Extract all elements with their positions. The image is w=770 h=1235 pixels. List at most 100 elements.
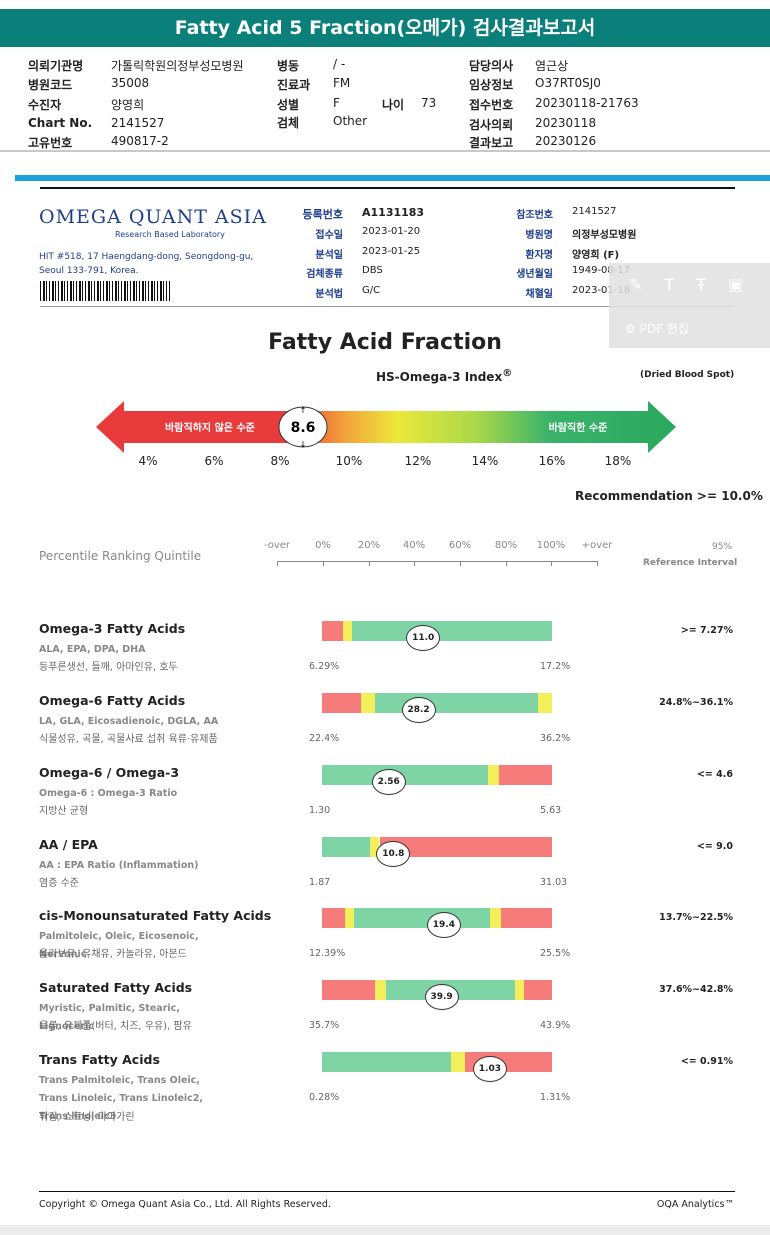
range-segment-red — [322, 908, 345, 928]
range-segment-red — [322, 621, 343, 641]
range-segment-red — [524, 980, 552, 1000]
percentile-axis-tick — [460, 561, 461, 566]
lab-field-value: 의정부성모병원 — [572, 230, 637, 241]
range-min: 22.4% — [309, 733, 340, 744]
lab-field-value: 양영희 (F) — [572, 250, 620, 261]
row-food-sources: 등푸른생선, 들깨, 아마인유, 호두 — [39, 662, 178, 673]
index-tick-label: 8% — [270, 454, 290, 468]
range-segment-green — [322, 765, 488, 785]
row-subtitle: Omega-6 : Omega-3 Ratio — [39, 788, 178, 799]
lab-field-value: 2023-01-18 — [572, 285, 631, 296]
index-marker — [278, 406, 328, 448]
range-max: 36.2% — [540, 733, 571, 744]
value-marker: 2.56 — [371, 769, 406, 795]
lab-field-label: 등록번호 — [302, 208, 343, 221]
text-icon[interactable]: T — [664, 275, 697, 294]
lab-field-value: 2023-01-20 — [362, 226, 421, 237]
row-subtitle: Trans Palmitoleic, Trans Oleic, Trans Li… — [39, 1075, 204, 1122]
row-name: Saturated Fatty Acids — [39, 980, 193, 995]
value-marker: 10.8 — [376, 841, 411, 867]
percentile-axis-tick — [414, 561, 415, 566]
reference-value: 13.7%~22.5% — [659, 912, 733, 923]
range-bar — [322, 837, 552, 857]
lab-field-value: 1949-08-17 — [572, 265, 631, 276]
lab-field-value: A1131183 — [362, 206, 425, 219]
text-strike-icon[interactable]: Ŧ — [696, 275, 728, 294]
age-value: 73 — [421, 96, 437, 110]
range-segment-yellow — [345, 908, 355, 928]
pdf-edit-toolbar[interactable]: ✎TŦ▣ ⚙ PDF 편집 — [609, 263, 770, 348]
range-segment-green — [354, 908, 490, 928]
range-segment-red — [501, 908, 552, 928]
row-subtitle: ALA, EPA, DPA, DHA — [39, 644, 146, 655]
percentile-axis-tick — [551, 561, 552, 566]
divider-thin — [40, 306, 735, 307]
range-segment-yellow — [489, 908, 502, 928]
divider — [0, 150, 770, 152]
request-value: 염근상 — [535, 59, 569, 73]
index-tick-label: 12% — [404, 454, 432, 468]
percentile-axis-tick — [369, 561, 370, 566]
row-food-sources: 올리브유, 유채유, 카놀라유, 아몬드 — [39, 949, 187, 960]
range-max: 31.03 — [540, 877, 568, 888]
range-max: 1.31% — [540, 1092, 571, 1103]
range-min: 6.29% — [309, 661, 340, 672]
index-tick-label: 10% — [335, 454, 363, 468]
value-marker: 28.2 — [401, 697, 436, 723]
value-marker: 11.0 — [406, 625, 441, 651]
reference-value: <= 4.6 — [696, 769, 733, 780]
range-min: 1.87 — [309, 877, 331, 888]
black-rule — [40, 187, 735, 189]
request-label: 병원코드 — [28, 78, 73, 92]
range-min: 1.30 — [309, 805, 331, 816]
lab-field-value: 2023-01-25 — [362, 246, 421, 257]
lab-field-label: 검체종류 — [306, 269, 343, 280]
row-name: Omega-6 / Omega-3 — [39, 765, 180, 780]
index-tick-label: 6% — [204, 454, 224, 468]
index-tick-label: 18% — [604, 454, 632, 468]
range-segment-green — [351, 621, 552, 641]
pdf-edit-button[interactable]: ⚙ PDF 편집 — [625, 320, 689, 337]
lab-field-label: 접수일 — [315, 230, 343, 241]
pencil-icon[interactable]: ✎ — [629, 275, 665, 294]
range-segment-green — [374, 693, 539, 713]
row-name: Omega-3 Fatty Acids — [39, 621, 186, 636]
request-value: 20230126 — [535, 134, 597, 148]
row-food-sources: 육류, 유제품(버터, 치즈, 우유), 팜유 — [39, 1021, 192, 1032]
request-label: Chart No. — [28, 116, 93, 130]
range-bar — [322, 693, 552, 713]
marker-up-arrow: ↑ — [300, 406, 307, 415]
range-segment-yellow — [342, 621, 352, 641]
lab-field-value: G/C — [362, 285, 381, 296]
request-label: 접수번호 — [469, 98, 514, 112]
lab-field-label: 환자명 — [525, 250, 553, 261]
range-segment-yellow — [374, 980, 387, 1000]
blue-rule — [15, 175, 770, 181]
request-value: F — [333, 96, 340, 110]
lab-logo-subtitle: Research Based Laboratory — [115, 230, 225, 239]
age-label: 나이 — [382, 98, 405, 112]
request-label: 의뢰기관명 — [28, 59, 84, 73]
percentile-tick-label: 0% — [315, 540, 331, 551]
range-max: 5.63 — [540, 805, 562, 816]
percentile-axis-tick — [277, 561, 278, 566]
request-value: 2141527 — [111, 116, 165, 130]
lab-field-label: 채혈일 — [525, 289, 553, 300]
recommendation: Recommendation >= 10.0% — [575, 489, 763, 503]
request-value: Other — [333, 114, 368, 128]
range-max: 25.5% — [540, 948, 571, 959]
brand: OQA Analytics™ — [656, 1199, 734, 1210]
row-name: Trans Fatty Acids — [39, 1052, 160, 1067]
request-value: O37RT0SJ0 — [535, 76, 601, 90]
range-segment-yellow — [450, 1052, 465, 1072]
range-segment-yellow — [487, 765, 500, 785]
range-bar — [322, 765, 552, 785]
reference-interval-label: Reference Interval — [643, 558, 738, 568]
pdf-edit-label: PDF 편집 — [639, 322, 689, 336]
request-label: 검체 — [277, 116, 300, 130]
row-subtitle: Myristic, Palmitic, Stearic, Lignoceric — [39, 1003, 180, 1032]
stamp-icon[interactable]: ▣ — [727, 275, 766, 294]
reference-value: 37.6%~42.8% — [659, 984, 733, 995]
range-segment-green — [322, 1052, 451, 1072]
